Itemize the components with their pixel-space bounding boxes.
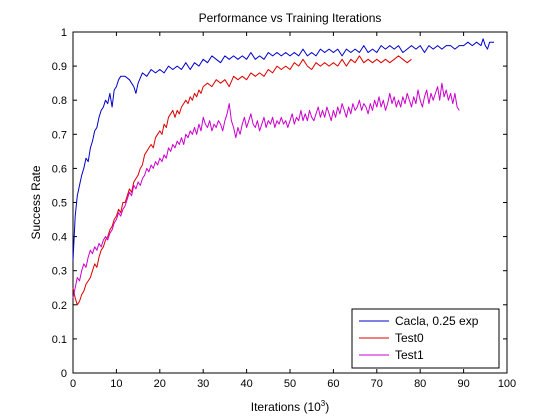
legend: Cacla, 0.25 exp Test0 Test1 [351, 308, 500, 369]
y-tick-label: 1 [61, 27, 67, 39]
y-tick-label: 0.2 [52, 300, 67, 312]
y-axis: 0 0.1 0.2 0.3 0.4 0.5 0.6 0.7 0.8 0.9 1 [52, 27, 507, 380]
legend-label-1: Test0 [395, 331, 424, 345]
x-axis: 0 10 20 30 40 50 60 70 80 90 100 [70, 32, 516, 390]
x-tick-label: 70 [371, 378, 383, 390]
y-tick-label: 0.1 [52, 334, 67, 346]
x-tick-label: 10 [110, 378, 122, 390]
y-tick-label: 0.8 [52, 95, 67, 107]
y-axis-label: Success Rate [29, 165, 43, 239]
x-tick-label: 40 [240, 378, 252, 390]
y-tick-label: 0.4 [52, 232, 67, 244]
x-axis-label-superscript: 3 [321, 399, 326, 408]
x-axis-label-end: ) [325, 400, 329, 414]
y-tick-label: 0 [61, 368, 67, 380]
x-tick-label: 90 [457, 378, 469, 390]
x-tick-label: 80 [414, 378, 426, 390]
x-tick-label: 100 [498, 378, 516, 390]
series-line-0 [72, 38, 494, 261]
x-axis-label: Iterations (103) [251, 399, 330, 414]
y-tick-label: 0.6 [52, 163, 67, 175]
x-tick-label: 20 [154, 378, 166, 390]
y-tick-label: 0.7 [52, 129, 67, 141]
x-tick-label: 30 [197, 378, 209, 390]
y-tick-label: 0.9 [52, 61, 67, 73]
series-line-2 [72, 82, 460, 299]
x-axis-label-main: Iterations (10 [251, 400, 321, 414]
y-tick-label: 0.5 [52, 198, 67, 210]
x-tick-label: 0 [70, 378, 76, 390]
y-tick-label: 0.3 [52, 266, 67, 278]
series-line-1 [72, 55, 412, 306]
chart-title: Performance vs Training Iterations [199, 11, 382, 25]
x-tick-label: 60 [327, 378, 339, 390]
x-tick-label: 50 [284, 378, 296, 390]
legend-label-2: Test1 [395, 348, 424, 362]
legend-label-0: Cacla, 0.25 exp [395, 314, 479, 328]
series-group [72, 38, 494, 306]
